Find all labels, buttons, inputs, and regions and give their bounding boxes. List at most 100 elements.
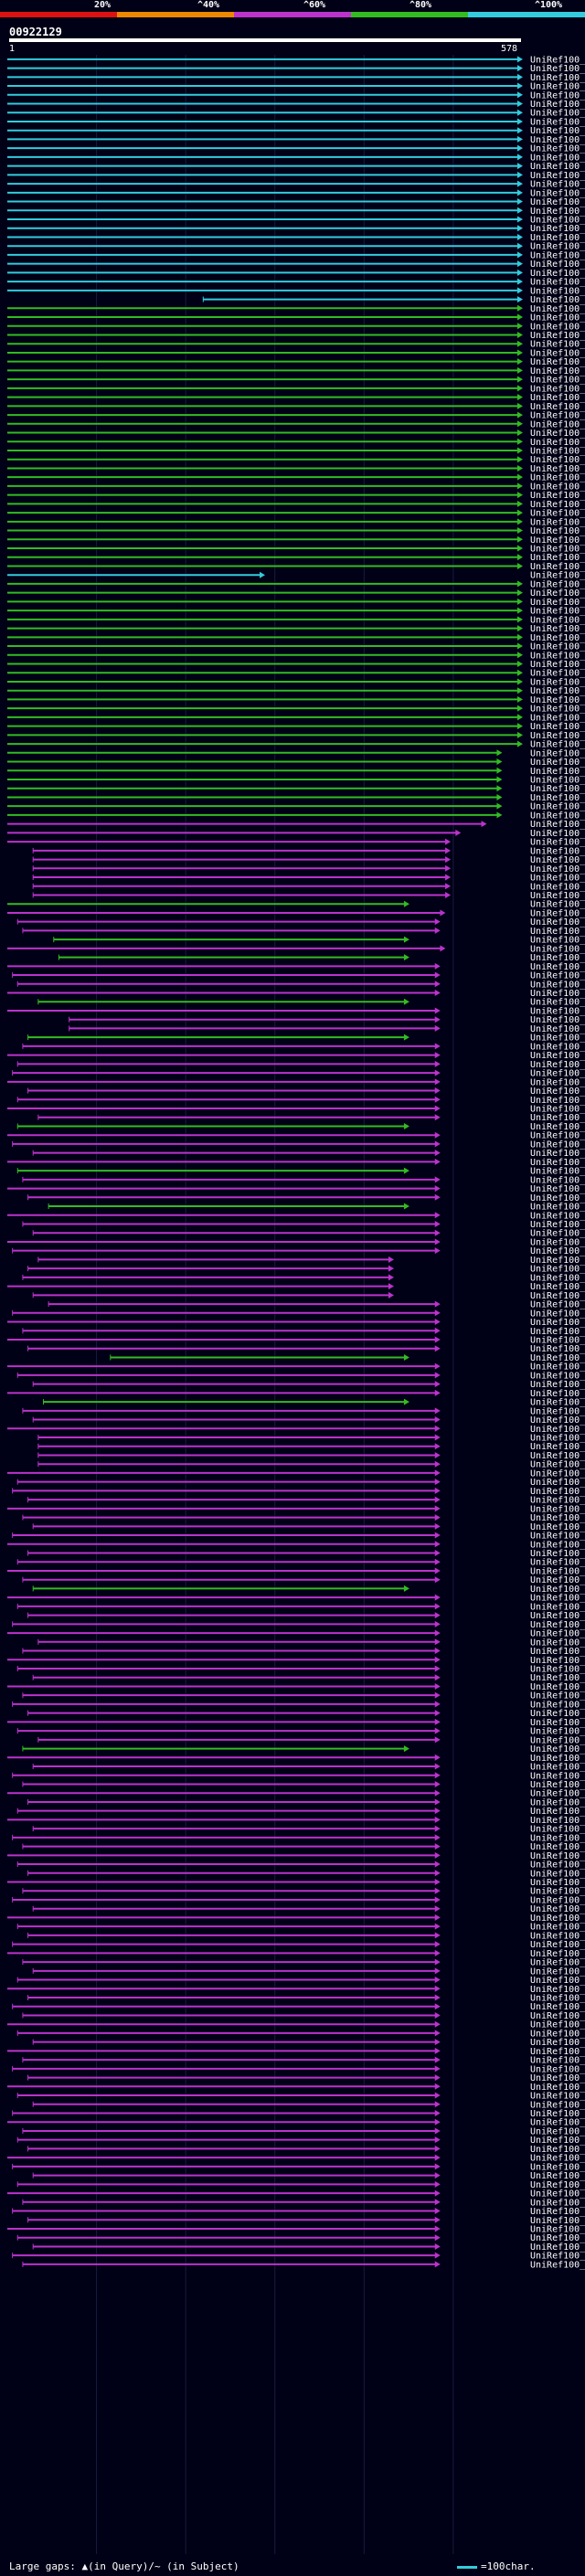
hit-row[interactable]: UniRef100_Q3J108 (22, 1887, 585, 1897)
hit-row[interactable]: UniRef100_Q5EEY2 (32, 1149, 585, 1159)
hit-label[interactable]: UniRef100_B1Z5Q1 (530, 286, 585, 296)
hit-label[interactable]: UniRef100_C5AJU6 (530, 2047, 585, 2057)
hit-label[interactable]: UniRef100_B4LWW6 (530, 1585, 585, 1595)
hit-label[interactable]: UniRef100_UP000... (530, 366, 585, 376)
hit-label[interactable]: UniRef100_C1C2J4 (530, 642, 585, 652)
hit-row[interactable]: UniRef100_C5PQ25 (7, 1425, 585, 1435)
hit-row[interactable]: UniRef100_UP000... (7, 304, 585, 314)
hit-label[interactable]: UniRef100_B7FJP3 (530, 55, 585, 65)
hit-row[interactable]: UniRef100_Q82MX9 (7, 829, 585, 839)
hit-row[interactable]: UniRef100_B1Z5Q1 (7, 286, 585, 296)
hit-label[interactable]: UniRef100_UP000... (530, 579, 585, 589)
hit-row[interactable]: UniRef100_C5GHN0 (22, 1958, 585, 1968)
hit-row[interactable]: UniRef100_C1BTY3 (7, 607, 585, 617)
hit-label[interactable]: UniRef100_B1Q147 (530, 135, 585, 145)
hit-label[interactable]: UniRef100_Q2NXE6 (530, 864, 585, 875)
hit-row[interactable]: UniRef100_C9KZ16 (7, 384, 585, 394)
hit-label[interactable]: UniRef100_C3QNT7 (530, 411, 585, 421)
hit-row[interactable]: UniRef100_A1RR60 (16, 917, 585, 928)
hit-row[interactable]: UniRef100_UP000... (7, 509, 585, 519)
hit-label[interactable]: UniRef100_B4GFQ0 (530, 1504, 585, 1514)
hit-row[interactable]: UniRef100_UP000... (7, 811, 585, 821)
hit-label[interactable]: UniRef100_B5CUU9 (530, 446, 585, 456)
hit-label[interactable]: UniRef100_C5VX70 (530, 1105, 585, 1115)
hit-row[interactable]: UniRef100_UP000... (7, 340, 585, 350)
hit-row[interactable]: UniRef100_C1GXH9 (37, 1451, 585, 1461)
hit-label[interactable]: UniRef100_A9CFC1 (530, 1291, 585, 1301)
hit-label[interactable]: UniRef100_Q52472 (530, 1300, 585, 1310)
hit-label[interactable]: UniRef100_B6HMP2 (530, 1513, 585, 1523)
hit-row[interactable]: UniRef100_B2JWN1 (27, 1797, 585, 1807)
hit-label[interactable]: UniRef100_B6VST0 (530, 438, 585, 448)
hit-label[interactable]: UniRef100_B0WKI5 (530, 686, 585, 696)
hit-label[interactable]: UniRef100_A6PB48 (530, 1816, 585, 1826)
hit-row[interactable]: UniRef100_B4QTI6 (7, 1077, 585, 1087)
hit-label[interactable]: UniRef100_C5GSJ0 (530, 1442, 585, 1452)
hit-label[interactable]: UniRef100_C1WTF6 (530, 2126, 585, 2136)
hit-label[interactable]: UniRef100_UP000... (530, 509, 585, 519)
hit-row[interactable]: UniRef100_C2MEQ7 (12, 1771, 585, 1781)
hit-label[interactable]: UniRef100_Q6BDJ2 (530, 162, 585, 172)
hit-row[interactable]: UniRef100_Q6CI05 (16, 1096, 585, 1106)
hit-label[interactable]: UniRef100_Q2QQM2 (530, 233, 585, 243)
hit-label[interactable]: UniRef100_B2U4M2 (530, 2216, 585, 2226)
hit-row[interactable]: UniRef100_A3I2P1 (7, 500, 585, 510)
hit-row[interactable]: UniRef100_UP000... (7, 624, 585, 634)
hit-row[interactable]: UniRef100_B2WET9 (53, 936, 585, 946)
hit-row[interactable]: UniRef100_C4JJI5 (27, 1611, 585, 1621)
hit-label[interactable]: UniRef100_B2SUU1 (530, 874, 585, 884)
hit-row[interactable]: UniRef100_Q5UQ05 (7, 1158, 585, 1168)
hit-label[interactable]: UniRef100_C1ZMZ5 (530, 322, 585, 332)
hit-label[interactable]: UniRef100_B4UDS0 (530, 473, 585, 483)
hit-label[interactable]: UniRef100_C6D3L3 (530, 517, 585, 527)
hit-label[interactable]: UniRef100_B5WUH0 (530, 2029, 585, 2039)
hit-row[interactable]: UniRef100_C1RLX5 (16, 1860, 585, 1871)
hit-row[interactable]: UniRef100_Q9CET7 (7, 2118, 585, 2128)
hit-label[interactable]: UniRef100_C5VZ25 (530, 980, 585, 990)
hit-label[interactable]: UniRef100_A1A889 (530, 2233, 585, 2243)
hit-label[interactable]: UniRef100_Q1SA43 (530, 2083, 585, 2093)
hit-row[interactable]: UniRef100_B8MUG1 (37, 998, 585, 1008)
hit-row[interactable]: UniRef100_UP000... (7, 1131, 585, 1141)
hit-row[interactable]: UniRef100_Q6BDJ2 (7, 162, 585, 172)
hit-row[interactable]: UniRef100_B5WUH0 (16, 2029, 585, 2039)
hit-label[interactable]: UniRef100_UP000... (530, 304, 585, 314)
hit-row[interactable]: UniRef100_B9WFB2 (7, 1318, 585, 1328)
hit-label[interactable]: UniRef100_C6WUQ1 (530, 1620, 585, 1630)
hit-label[interactable]: UniRef100_C5DHF3 (530, 1833, 585, 1843)
hit-row[interactable]: UniRef100_C4ZL15 (12, 2252, 585, 2262)
hit-row[interactable]: UniRef100_C6D3L3 (7, 517, 585, 527)
hit-label[interactable]: UniRef100_A9S3L8 (530, 278, 585, 288)
hit-label[interactable]: UniRef100_Q01KN6 (530, 1913, 585, 1924)
hit-label[interactable]: UniRef100_B4KHB1 (530, 722, 585, 732)
hit-row[interactable]: UniRef100_Q1SA43 (7, 2083, 585, 2093)
hit-row[interactable]: UniRef100_C5VZ25 (16, 980, 585, 990)
hit-row[interactable]: UniRef100_B8MYZ4 (7, 1211, 585, 1221)
hit-label[interactable]: UniRef100_B4PNJ4 (530, 1309, 585, 1319)
hit-label[interactable]: UniRef100_A4BF66 (530, 2056, 585, 2066)
hit-row[interactable]: UniRef100_UP000... (12, 2162, 585, 2172)
hit-row[interactable]: UniRef100_B4PNJ4 (12, 1309, 585, 1319)
hit-row[interactable]: UniRef100_A6RHK1 (27, 1709, 585, 1719)
hit-label[interactable]: UniRef100_C6IPB8 (530, 357, 585, 367)
hit-row[interactable]: UniRef100_A3D9F2 (7, 553, 585, 563)
hit-label[interactable]: UniRef100_B4JT42 (530, 669, 585, 679)
hit-label[interactable]: UniRef100_C5JWW5 (530, 1434, 585, 1444)
hit-row[interactable]: UniRef100_C1C2J4 (7, 642, 585, 652)
hit-label[interactable]: UniRef100_A8NY02 (530, 1237, 585, 1247)
hit-row[interactable]: UniRef100_B4QTI5 (7, 767, 585, 777)
hit-label[interactable]: UniRef100_A6VNX9 (530, 1763, 585, 1773)
hit-label[interactable]: UniRef100_Q81BB4 (530, 207, 585, 217)
hit-row[interactable]: UniRef100_B6HMP2 (22, 1513, 585, 1523)
hit-row[interactable]: UniRef100_A6VNX9 (32, 1763, 585, 1773)
hit-row[interactable]: UniRef100_A3DN10 (12, 1246, 585, 1256)
hit-label[interactable]: UniRef100_Q1IMP5 (530, 1691, 585, 1701)
hit-row[interactable]: UniRef100_UP000... (7, 1468, 585, 1479)
hit-row[interactable]: UniRef100_C5VBW8 (16, 1167, 585, 1177)
hit-row[interactable]: UniRef100_B8BXU2 (69, 1015, 585, 1025)
hit-label[interactable]: UniRef100_B4LW34 (530, 713, 585, 723)
hit-row[interactable]: UniRef100_B9R035 (7, 153, 585, 163)
hit-row[interactable]: UniRef100_C4XZH8 (22, 2011, 585, 2021)
hit-row[interactable]: UniRef100_Q1EVV1 (7, 126, 585, 136)
hit-label[interactable]: UniRef100_Q8PXC3 (530, 1638, 585, 1648)
